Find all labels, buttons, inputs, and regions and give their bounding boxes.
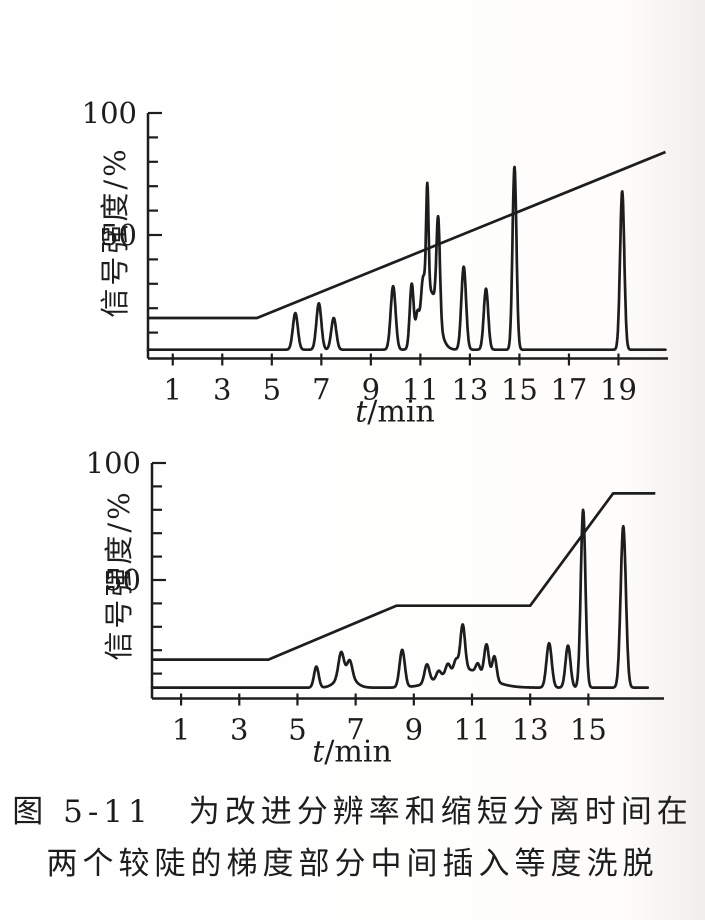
- x-axis-label-bottom: t/min: [312, 735, 392, 770]
- x-tick-label: 13: [512, 713, 549, 747]
- x-tick-label: 15: [501, 373, 538, 407]
- x-axis-unit: /min: [324, 734, 392, 770]
- y-tick-label: 50: [100, 218, 137, 252]
- x-tick-label: 19: [600, 373, 637, 407]
- x-tick-label: 9: [405, 713, 423, 747]
- x-tick-label: 11: [454, 713, 491, 747]
- x-axis-variable: t: [355, 394, 368, 430]
- x-tick-label: 1: [172, 713, 190, 747]
- y-tick-label: 100: [82, 96, 137, 130]
- y-axis-label-bottom: 信号强度/%: [102, 489, 136, 661]
- y-tick-label: 100: [86, 446, 141, 480]
- x-tick-label: 17: [550, 373, 587, 407]
- x-axis-label-top: t/min: [355, 395, 435, 430]
- x-tick-label: 9: [362, 373, 380, 407]
- x-tick-label: 7: [312, 373, 330, 407]
- x-axis-variable: t: [312, 734, 325, 770]
- figure-caption-line-2: 两个较陡的梯度部分中间插入等度洗脱: [46, 846, 659, 882]
- gradient-profile-line: [152, 492, 656, 661]
- x-tick-label: 5: [263, 373, 281, 407]
- x-tick-label: 3: [213, 373, 231, 407]
- gradient-profile-line: [148, 150, 667, 320]
- figure-caption-line-1: 图 5-11 为改进分辨率和缩短分离时间在: [12, 794, 693, 830]
- x-tick-label: 3: [230, 713, 248, 747]
- x-tick-label: 15: [570, 713, 607, 747]
- chromatogram-trace: [150, 508, 650, 689]
- x-tick-label: 7: [346, 713, 364, 747]
- y-axis-label-top: 信号强度/%: [98, 146, 132, 318]
- x-axis-unit: /min: [367, 394, 435, 430]
- y-tick-label: 50: [104, 563, 141, 597]
- x-tick-label: 5: [288, 713, 306, 747]
- x-tick-label: 1: [164, 373, 182, 407]
- chromatogram-trace: [146, 165, 667, 352]
- x-tick-label: 11: [402, 373, 439, 407]
- x-tick-label: 13: [451, 373, 488, 407]
